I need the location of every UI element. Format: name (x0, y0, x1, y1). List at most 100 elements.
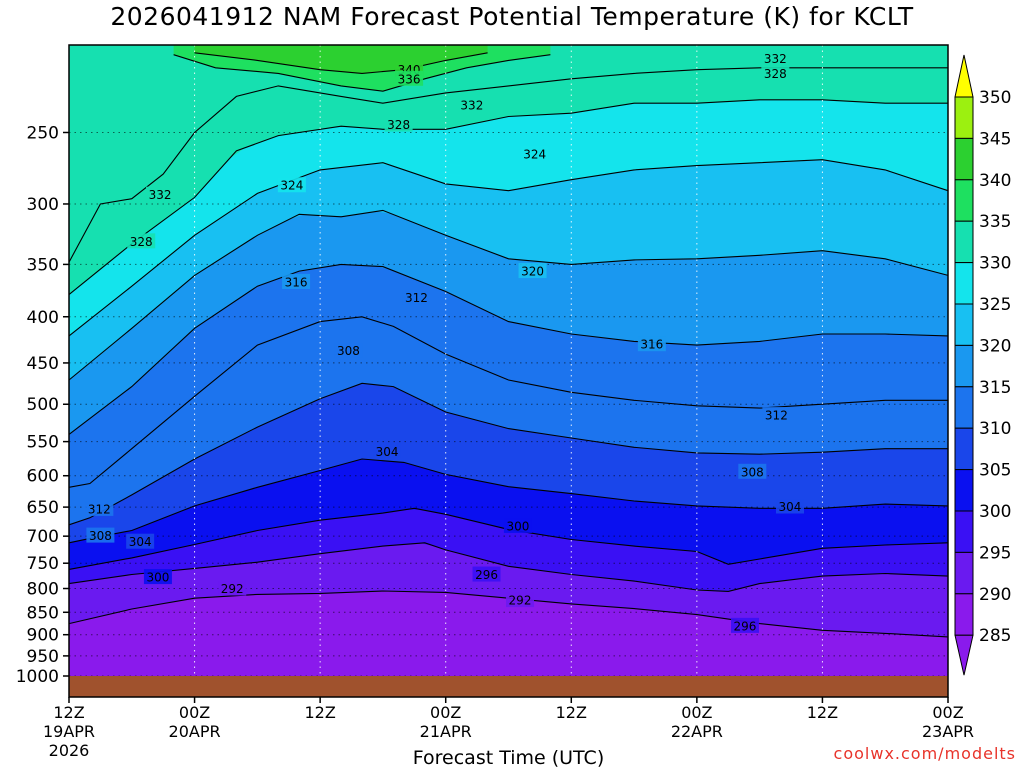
y-tick-label: 650 (27, 498, 59, 518)
contour-line-336 (173, 54, 551, 92)
contour-label-bg (520, 145, 549, 161)
contour-label: 324 (277, 177, 306, 193)
colorbar-label: 310 (979, 419, 1011, 439)
colorbar-segment (954, 262, 974, 305)
contour-label-bg (218, 580, 247, 596)
contour-label: 312 (85, 500, 114, 516)
contour-label: 308 (86, 527, 115, 543)
contour-label-bg (730, 617, 759, 633)
contour-label: 332 (146, 186, 175, 202)
y-tick-label: 1000 (16, 667, 59, 687)
contour-label-bg (127, 233, 156, 249)
contour-label-text: 304 (779, 500, 802, 514)
x-tick-year: 2026 (49, 741, 90, 760)
contour-label: 292 (218, 580, 247, 596)
y-tick-label: 300 (27, 195, 59, 215)
y-tick-label: 250 (27, 123, 59, 143)
y-tick-label: 800 (27, 580, 59, 600)
contour-label: 312 (402, 289, 431, 305)
contour-label: 328 (127, 233, 156, 249)
colorbar: 350 345 340 335 330 325 320 315 310 305 300 295 290 2… (954, 54, 1011, 676)
colorbar-top-arrow (954, 54, 974, 98)
colorbar-segment (954, 137, 974, 181)
contour-label: 320 (518, 263, 547, 279)
colorbar-segment (954, 344, 974, 388)
contour-label-text: 332 (764, 52, 787, 66)
contour-label-bg (775, 498, 804, 514)
contour-label-text: 308 (337, 344, 360, 358)
contour-label-bg (738, 463, 767, 479)
plot-frame (68, 44, 949, 698)
y-tick-label: 550 (27, 433, 59, 453)
x-tick-sublabel: 21APR (420, 722, 472, 741)
contour-label-text: 332 (460, 98, 483, 112)
contour-label-bg (472, 566, 501, 582)
contour-label-bg (506, 592, 535, 608)
colorbar-label: 300 (979, 502, 1011, 522)
y-tick-label: 900 (27, 626, 59, 646)
colorbar-segment (954, 427, 974, 471)
contour-label-text: 316 (640, 338, 663, 352)
contour-label-text: 296 (475, 568, 498, 582)
colorbar-segment (954, 593, 974, 636)
contour-label-bg (384, 116, 413, 132)
contour-label: 300 (143, 569, 172, 585)
contour-label-bg (126, 533, 155, 549)
x-tick-sublabel: 23APR (922, 722, 974, 741)
contour-label: 300 (503, 517, 532, 533)
fill-band-332 (69, 45, 948, 263)
contour-label: 316 (637, 336, 666, 352)
contour-label: 304 (775, 498, 804, 514)
colorbar-segment (954, 386, 974, 429)
colorbar-label: 340 (979, 171, 1011, 191)
contour-label-bg (86, 527, 115, 543)
contour-label: 308 (334, 342, 363, 358)
contour-line-320 (68, 209, 949, 381)
colorbar-label: 285 (979, 626, 1011, 646)
contour-label: 304 (373, 443, 402, 459)
contour-label-bg (761, 65, 790, 81)
contour-label: 296 (730, 617, 759, 633)
contour-label-bg (282, 273, 311, 289)
contour-label-text: 312 (765, 409, 788, 423)
x-tick-sublabel: 19APR (43, 722, 95, 741)
contour-label-text: 304 (376, 445, 399, 459)
contour-label: 336 (395, 70, 424, 86)
contour-label: 296 (472, 566, 501, 582)
y-tick-label: 500 (27, 395, 59, 415)
x-tick-label: 12Z (53, 703, 84, 722)
ground-strip (69, 676, 948, 697)
colorbar-segment (954, 303, 974, 346)
contour-label: 308 (738, 463, 767, 479)
contour-label-text: 296 (734, 619, 757, 633)
colorbar-segment (954, 510, 974, 553)
contour-line-328 (68, 99, 948, 296)
contour-label-bg (457, 96, 486, 112)
contour-label-bg (334, 342, 363, 358)
contour-line-308 (68, 382, 948, 526)
chart-title: 2026041912 NAM Forecast Potential Temper… (110, 2, 914, 31)
x-axis-label: Forecast Time (UTC) (413, 747, 604, 768)
y-tick-label: 950 (27, 647, 59, 667)
contour-line-296 (68, 542, 949, 592)
contour-label-text: 332 (149, 188, 172, 202)
colorbar-segment (954, 469, 974, 512)
contour-line-316 (68, 263, 949, 435)
contour-label: 292 (506, 592, 535, 608)
contour-label: 332 (761, 50, 790, 66)
contour-label: 304 (126, 533, 155, 549)
contour-label: 316 (282, 273, 311, 289)
y-tick-label: 700 (27, 527, 59, 547)
contour-label-text: 316 (285, 275, 308, 289)
contour-label-text: 304 (129, 535, 152, 549)
contour-label: 328 (384, 116, 413, 132)
contour-label-text: 300 (146, 571, 169, 585)
colorbar-label: 320 (979, 336, 1011, 356)
contour-label-bg (395, 70, 424, 86)
contour-label-text: 328 (130, 235, 153, 249)
colorbar-segment (954, 220, 974, 264)
colorbar-label: 350 (979, 88, 1011, 108)
colorbar-segment (954, 96, 974, 139)
contour-label-bg (637, 336, 666, 352)
